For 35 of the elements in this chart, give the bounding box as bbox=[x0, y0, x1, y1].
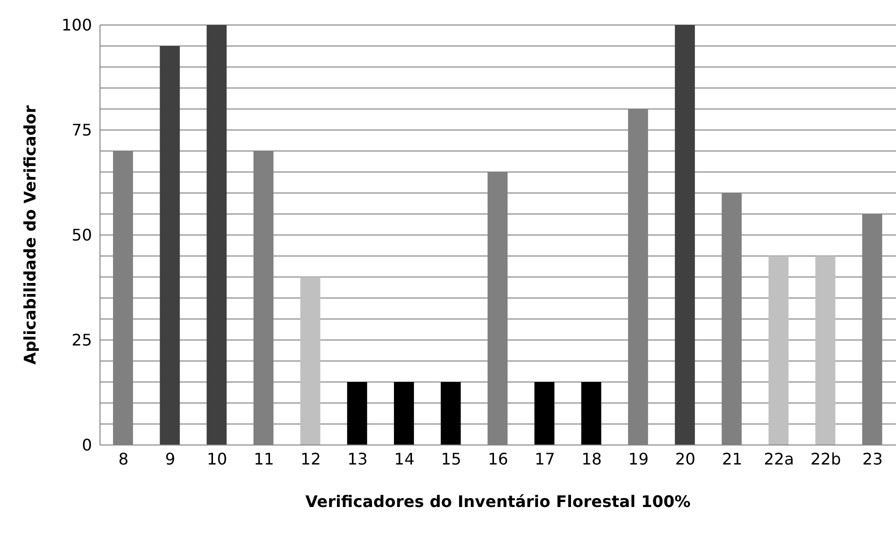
x-tick-label: 21 bbox=[722, 449, 742, 468]
y-tick-label: 25 bbox=[72, 330, 92, 350]
bar bbox=[581, 382, 602, 445]
x-tick-label: 22b bbox=[810, 449, 842, 468]
x-tick-label: 14 bbox=[394, 449, 415, 468]
y-axis-title: Aplicabilidade do Verificador bbox=[20, 105, 40, 365]
x-tick-label: 22a bbox=[764, 449, 794, 468]
x-tick-label: 18 bbox=[581, 449, 602, 468]
x-tick-label: 9 bbox=[165, 449, 176, 468]
bar bbox=[440, 382, 461, 445]
x-tick-label: 23 bbox=[862, 449, 883, 468]
bar bbox=[674, 25, 695, 445]
x-tick-label: 17 bbox=[534, 449, 556, 468]
bar bbox=[815, 256, 836, 445]
y-tick-label: 100 bbox=[61, 16, 92, 35]
bar bbox=[394, 382, 414, 445]
x-tick-label: 19 bbox=[628, 449, 649, 468]
x-tick-label: 8 bbox=[118, 449, 129, 468]
x-tick-label: 16 bbox=[488, 449, 508, 468]
bar bbox=[160, 46, 180, 445]
bar bbox=[534, 382, 554, 445]
x-axis-title: Verificadores do Inventário Florestal 100% bbox=[305, 492, 691, 511]
y-tick-label: 50 bbox=[72, 226, 92, 245]
y-tick-label: 75 bbox=[72, 120, 92, 140]
bar bbox=[300, 277, 320, 445]
bar bbox=[347, 382, 368, 445]
x-tick-label: 12 bbox=[300, 449, 321, 468]
x-tick-label: 15 bbox=[440, 449, 462, 468]
x-tick-label: 10 bbox=[206, 449, 228, 468]
bar bbox=[768, 256, 789, 445]
x-tick-label: 11 bbox=[254, 449, 274, 468]
bar bbox=[206, 25, 227, 445]
x-tick-label: 13 bbox=[347, 449, 368, 468]
x-tick-label: 20 bbox=[675, 449, 696, 468]
y-tick-label: 0 bbox=[82, 436, 92, 455]
